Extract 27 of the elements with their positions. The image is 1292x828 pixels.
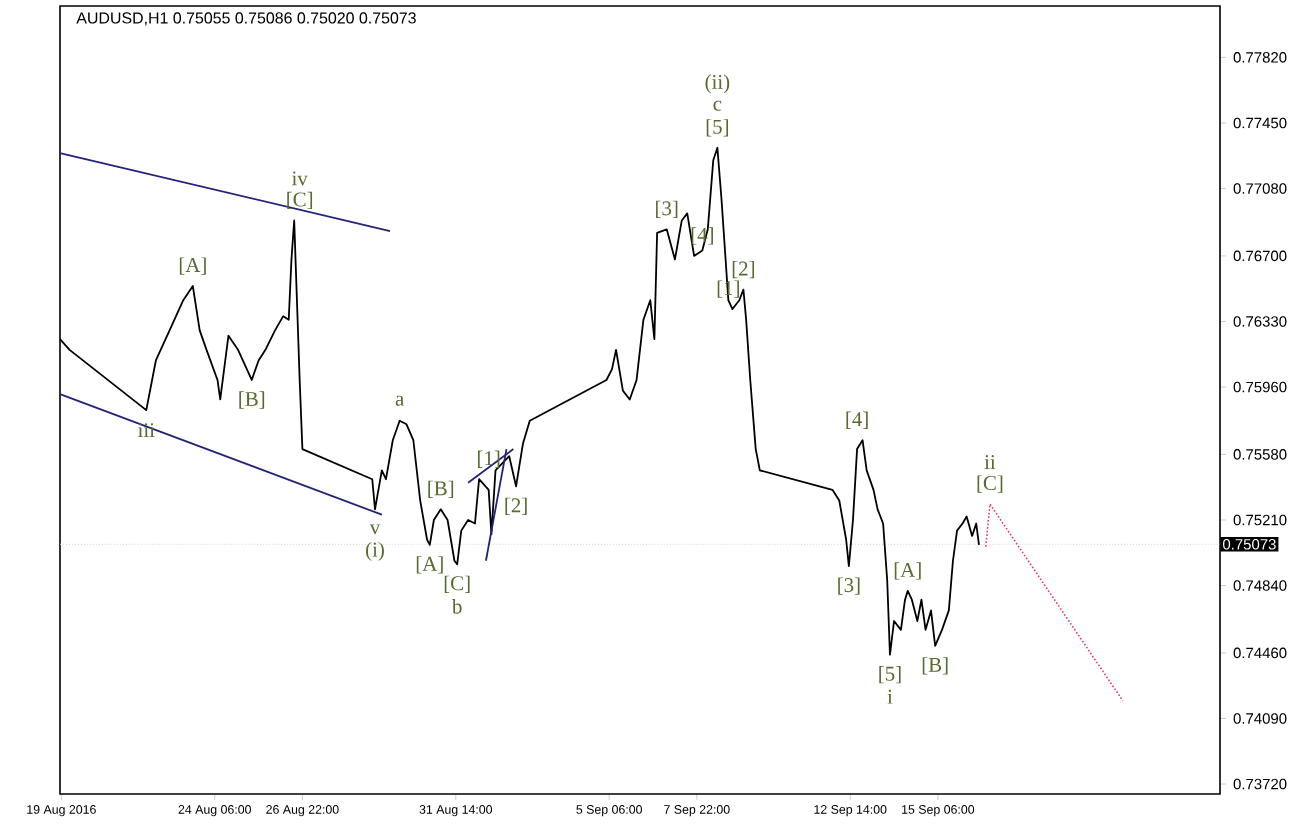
annotation: [2] bbox=[732, 260, 755, 279]
annotation: [B] bbox=[239, 391, 265, 409]
annotation: c bbox=[713, 100, 722, 111]
annotation: i bbox=[887, 689, 893, 704]
annotation: a bbox=[395, 395, 404, 406]
annotation: [3] bbox=[656, 200, 678, 218]
annotation: ii bbox=[984, 455, 996, 469]
annotation: (i) bbox=[366, 541, 384, 561]
annotation: [B] bbox=[922, 657, 948, 675]
annotation: [3] bbox=[838, 577, 860, 595]
annotation: v bbox=[369, 524, 381, 535]
annotation: [A] bbox=[416, 556, 443, 574]
annotation: [C] bbox=[977, 475, 1003, 493]
annotation: [C] bbox=[444, 575, 470, 593]
annotation: iii bbox=[138, 423, 155, 438]
annotation: [4] bbox=[846, 411, 868, 429]
annotation: [1] bbox=[478, 450, 500, 468]
annotation: [B] bbox=[428, 480, 454, 499]
annotation: [A] bbox=[894, 562, 921, 580]
annotation: [A] bbox=[179, 257, 206, 275]
annotation: [5] bbox=[706, 119, 729, 137]
annotation: b bbox=[451, 598, 462, 614]
annotation: iv bbox=[291, 171, 308, 186]
annotation: [2] bbox=[505, 497, 527, 515]
annotation: [C] bbox=[287, 191, 313, 210]
annotation: (ii) bbox=[705, 74, 730, 94]
annotation: [5] bbox=[879, 666, 901, 684]
